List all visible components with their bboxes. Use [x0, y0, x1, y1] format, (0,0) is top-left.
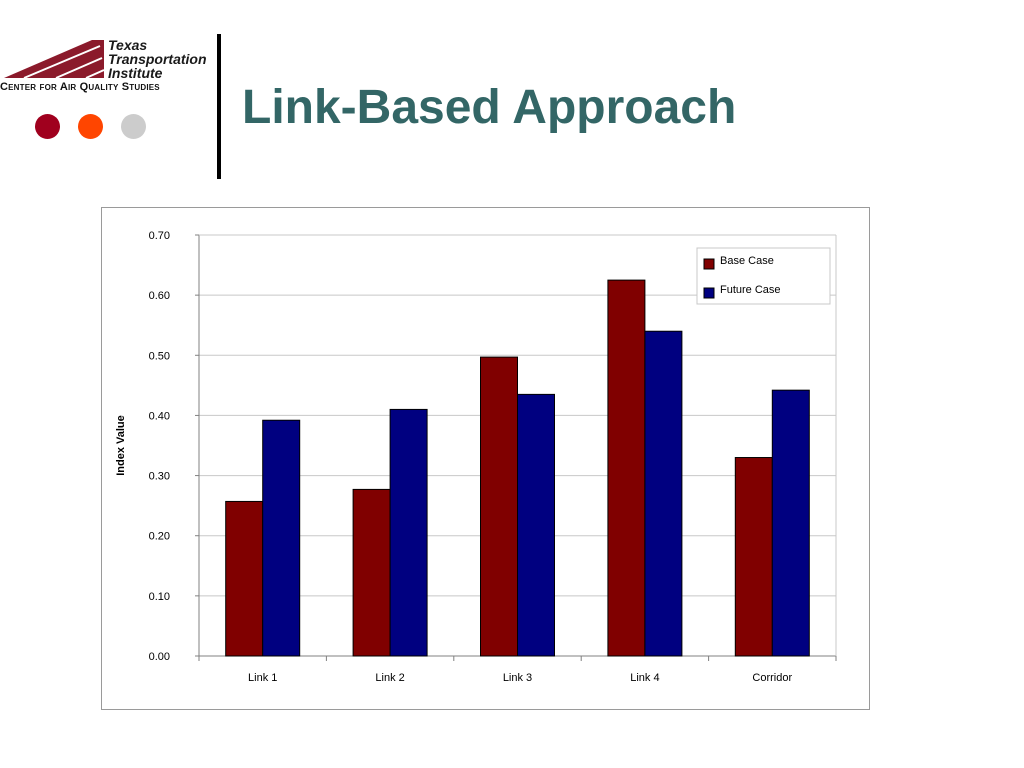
logo-word-transportation: Transportation [108, 51, 207, 67]
y-tick-label: 0.00 [149, 651, 170, 663]
y-tick-label: 0.60 [149, 290, 170, 302]
logo-word-texas: Texas [108, 37, 148, 53]
bar-future-case [644, 330, 683, 657]
bar-base-case [352, 488, 391, 657]
bar-base-case [607, 279, 646, 657]
bar-future-case [771, 389, 810, 657]
bar-base-case [734, 457, 773, 657]
bar-base-case [480, 356, 518, 657]
y-tick-label: 0.10 [149, 591, 170, 603]
decorative-dot-gray [121, 114, 146, 139]
x-category-label: Link 2 [375, 672, 404, 684]
bar-future-case [262, 419, 301, 657]
legend-swatch [703, 287, 715, 299]
x-category-label: Corridor [752, 672, 792, 684]
bar-base-case [225, 500, 264, 657]
logo-word-institute: Institute [108, 65, 163, 81]
legend-swatch [703, 258, 715, 270]
x-category-label: Link 4 [630, 672, 659, 684]
slide-title: Link-Based Approach [242, 81, 737, 134]
chart-frame: 0.00 0.10 0.20 0.30 0.40 0.50 0.60 0.70 Index Va… [101, 207, 870, 710]
y-tick-label: 0.50 [149, 350, 170, 362]
bar-future-case [517, 393, 555, 657]
bar-future-case [389, 408, 428, 657]
logo-subtitle: Center for Air Quality Studies [0, 81, 160, 93]
y-tick-label: 0.40 [149, 410, 170, 422]
y-tick-label: 0.30 [149, 471, 170, 483]
y-tick-label: 0.20 [149, 531, 170, 543]
decorative-dot-orange [78, 114, 103, 139]
x-category-label: Link 3 [503, 672, 532, 684]
legend-box [696, 247, 831, 305]
legend-label: Future Case [720, 284, 781, 296]
y-axis-title: Index Value [115, 415, 127, 476]
bar-chart: 0.00 0.10 0.20 0.30 0.40 0.50 0.60 0.70 Index Va… [115, 230, 837, 684]
y-tick-label: 0.70 [149, 230, 170, 242]
decorative-dot-red [35, 114, 60, 139]
tti-logo-mark-icon [4, 40, 105, 79]
x-category-label: Link 1 [248, 672, 277, 684]
legend-label: Base Case [720, 255, 774, 267]
header-divider [217, 34, 221, 179]
tti-logo: Texas Transportation Institute [4, 36, 218, 98]
